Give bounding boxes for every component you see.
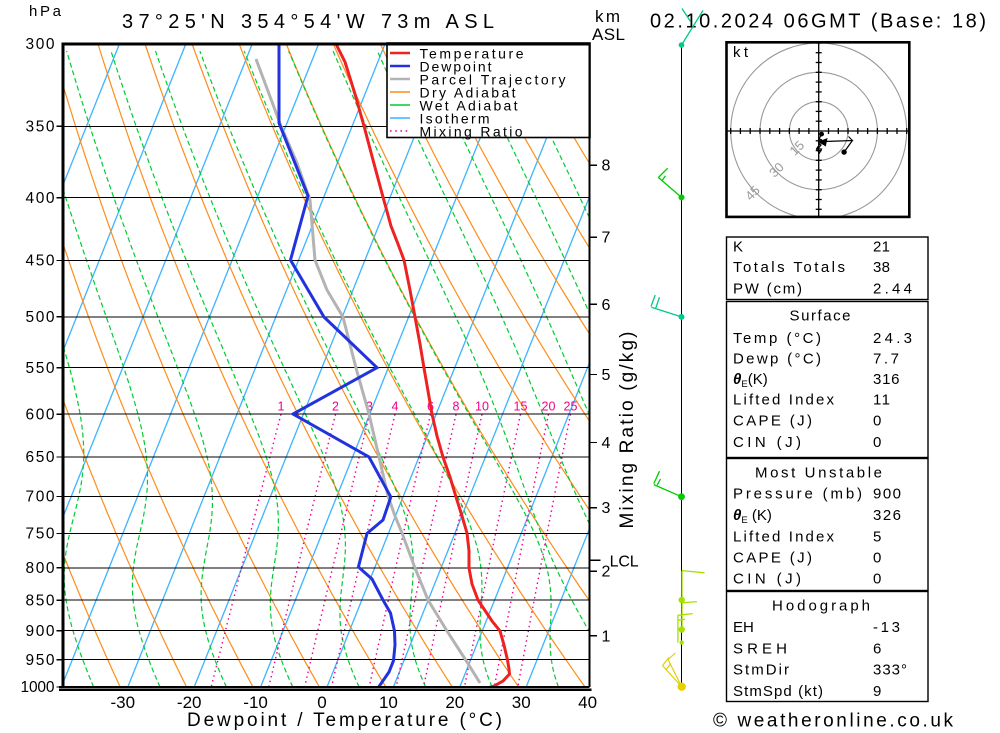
svg-text:© weatheronline.co.uk: © weatheronline.co.uk — [713, 711, 954, 732]
svg-text:11: 11 — [873, 392, 890, 409]
svg-text:333°: 333° — [873, 662, 907, 679]
svg-text:21: 21 — [873, 239, 890, 256]
svg-text:Mixing Ratio (g/kg): Mixing Ratio (g/kg) — [617, 332, 638, 529]
svg-text:2: 2 — [602, 564, 611, 581]
svg-text:700: 700 — [26, 489, 55, 506]
svg-text:950: 950 — [26, 652, 55, 669]
svg-text:38: 38 — [873, 259, 890, 276]
svg-text:7: 7 — [602, 230, 611, 247]
svg-text:850: 850 — [26, 592, 55, 609]
svg-text:6: 6 — [602, 297, 611, 314]
svg-text:20: 20 — [542, 400, 556, 414]
svg-text:450: 450 — [26, 253, 55, 270]
svg-text:15: 15 — [514, 400, 528, 414]
svg-text:Hodograph: Hodograph — [772, 598, 870, 615]
svg-text:Totals Totals: Totals Totals — [733, 259, 845, 276]
svg-text:3: 3 — [366, 400, 373, 414]
svg-text:hPa: hPa — [29, 3, 62, 20]
svg-text:6: 6 — [873, 641, 881, 658]
svg-text:Temp (°C): Temp (°C) — [733, 330, 821, 347]
svg-text:02.10.2024 06GMT (Base: 18): 02.10.2024 06GMT (Base: 18) — [650, 11, 986, 33]
svg-text:24.3: 24.3 — [873, 330, 912, 347]
svg-text:8: 8 — [602, 158, 611, 175]
svg-text:Dewpoint: Dewpoint — [420, 59, 492, 75]
svg-text:1: 1 — [278, 400, 285, 414]
svg-text:0: 0 — [873, 571, 881, 588]
svg-text:550: 550 — [26, 360, 55, 377]
svg-text:Dewp (°C): Dewp (°C) — [733, 351, 821, 368]
svg-text:θE(K): θE(K) — [733, 371, 768, 390]
svg-text:800: 800 — [26, 560, 55, 577]
svg-text:400: 400 — [26, 190, 55, 207]
svg-text:Isotherm: Isotherm — [420, 111, 490, 127]
svg-text:300: 300 — [26, 36, 55, 53]
svg-text:600: 600 — [26, 406, 55, 423]
svg-text:4: 4 — [392, 400, 399, 414]
svg-text:km: km — [595, 7, 620, 26]
svg-text:LCL: LCL — [610, 554, 639, 571]
svg-text:900: 900 — [26, 623, 55, 640]
svg-text:CAPE (J): CAPE (J) — [733, 413, 812, 430]
svg-text:20: 20 — [445, 693, 464, 712]
svg-text:4: 4 — [602, 435, 611, 452]
svg-text:Mixing Ratio: Mixing Ratio — [420, 124, 523, 140]
svg-text:StmDir: StmDir — [733, 662, 789, 679]
svg-text:Pressure (mb): Pressure (mb) — [733, 486, 862, 503]
svg-text:10: 10 — [379, 693, 398, 712]
svg-text:0: 0 — [873, 434, 881, 451]
svg-text:40: 40 — [578, 693, 597, 712]
svg-text:0: 0 — [873, 413, 881, 430]
svg-text:7.7: 7.7 — [873, 351, 899, 368]
svg-text:8: 8 — [453, 400, 460, 414]
svg-text:650: 650 — [26, 449, 55, 466]
svg-text:5: 5 — [873, 529, 881, 546]
svg-text:1: 1 — [602, 628, 611, 645]
svg-text:-30: -30 — [111, 693, 136, 712]
svg-text:PW (cm): PW (cm) — [733, 281, 802, 298]
svg-text:2.44: 2.44 — [873, 281, 912, 298]
svg-text:-20: -20 — [177, 693, 202, 712]
svg-text:-13: -13 — [873, 619, 900, 636]
svg-text:Dewpoint / Temperature (°C): Dewpoint / Temperature (°C) — [187, 710, 502, 731]
svg-text:5: 5 — [602, 367, 611, 384]
svg-text:25: 25 — [564, 400, 578, 414]
svg-text:CAPE (J): CAPE (J) — [733, 550, 812, 567]
svg-text:10: 10 — [475, 400, 489, 414]
svg-text:Wet Adiabat: Wet Adiabat — [420, 98, 518, 114]
svg-text:θE (K): θE (K) — [733, 507, 772, 526]
svg-text:ASL: ASL — [592, 25, 625, 44]
svg-text:0: 0 — [317, 693, 326, 712]
svg-text:326: 326 — [873, 507, 901, 524]
svg-text:1000: 1000 — [21, 679, 55, 696]
svg-text:750: 750 — [26, 526, 55, 543]
svg-text:Lifted Index: Lifted Index — [733, 529, 835, 546]
svg-text:37°25'N 354°54'W 73m ASL: 37°25'N 354°54'W 73m ASL — [122, 11, 494, 33]
svg-text:-10: -10 — [243, 693, 268, 712]
svg-text:900: 900 — [873, 486, 901, 503]
svg-text:Dry Adiabat: Dry Adiabat — [420, 85, 516, 101]
svg-text:Temperature: Temperature — [420, 46, 524, 62]
svg-text:2: 2 — [332, 400, 339, 414]
svg-text:EH: EH — [733, 619, 754, 636]
svg-text:3: 3 — [602, 500, 611, 517]
svg-text:Most Unstable: Most Unstable — [755, 465, 882, 482]
svg-text:350: 350 — [26, 119, 55, 136]
svg-text:9: 9 — [873, 683, 881, 700]
svg-text:Surface: Surface — [790, 308, 851, 325]
svg-text:StmSpd (kt): StmSpd (kt) — [733, 683, 823, 700]
svg-text:30: 30 — [512, 693, 531, 712]
svg-text:Lifted Index: Lifted Index — [733, 392, 835, 409]
svg-text:500: 500 — [26, 309, 55, 326]
svg-text:316: 316 — [873, 371, 900, 388]
svg-text:0: 0 — [873, 550, 881, 567]
svg-text:K: K — [733, 239, 743, 256]
